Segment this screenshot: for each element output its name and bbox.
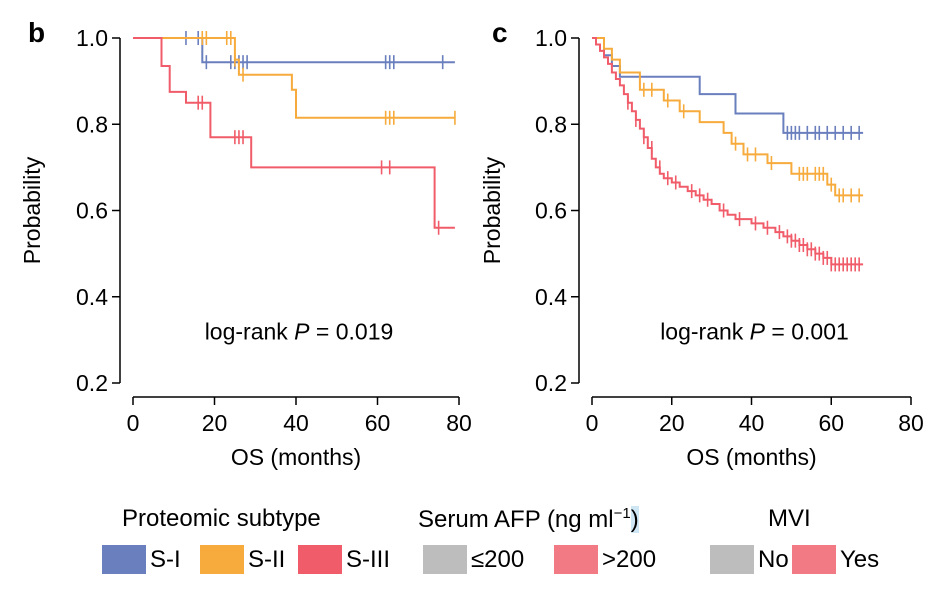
legend-swatch-afp-high [554, 545, 598, 574]
legend-swatch-s3 [298, 545, 342, 574]
y-tick-label-b-3: 0.8 [76, 111, 108, 137]
x-tick-label-b-3: 60 [365, 410, 391, 436]
legend-item-afp-high: >200 [554, 545, 656, 574]
legend-swatch-s1 [102, 545, 146, 574]
logrank-annotation-b: log-rank P = 0.019 [205, 318, 394, 344]
legend-title-afp-text: Serum AFP (ng ml [418, 506, 614, 533]
legend-label-afp-low: ≤200 [471, 545, 525, 573]
y-tick-label-c-1: 0.4 [535, 284, 567, 310]
x-tick-label-c-4: 80 [898, 410, 924, 436]
y-tick-label-b-0: 0.2 [76, 370, 108, 396]
x-tick-label-b-0: 0 [127, 410, 140, 436]
legend-label-mvi-yes: Yes [840, 545, 880, 573]
legend-label-mvi-no: No [758, 545, 789, 573]
legend-swatch-s2 [200, 545, 244, 574]
series-line-c-0 [592, 37, 864, 134]
x-axis-label-c: OS (months) [686, 444, 816, 470]
series-line-b-2 [133, 37, 455, 229]
legend-label-s1: S-I [150, 545, 181, 573]
legend-title-afp-sup: −1 [613, 505, 631, 522]
legend-swatch-afp-low [423, 545, 467, 574]
legend-title-subtype: Proteomic subtype [122, 505, 321, 532]
legend-label-afp-high: >200 [602, 545, 657, 573]
y-tick-label-b-4: 1.0 [76, 25, 108, 51]
x-tick-label-b-4: 80 [446, 410, 472, 436]
y-tick-label-c-3: 0.8 [535, 111, 567, 137]
legend-title-afp: Serum AFP (ng ml−1) [418, 505, 639, 534]
panel-label-c: c [492, 17, 508, 48]
y-tick-label-c-2: 0.6 [535, 198, 567, 224]
panel-b-plot: 0.2 0.4 0.6 0.8 1.0 0 20 40 60 80 OS (months) Proba… [19, 25, 472, 470]
x-tick-label-b-2: 40 [283, 410, 309, 436]
y-tick-label-c-4: 1.0 [535, 25, 567, 51]
legend-item-s1: S-I [102, 545, 181, 574]
panel-label-b: b [28, 17, 45, 48]
legend-label-s2: S-II [248, 545, 286, 573]
series-line-b-0 [133, 37, 455, 64]
legend-item-s2: S-II [200, 545, 285, 574]
legend-swatch-mvi-yes [792, 545, 836, 574]
legend-label-s3: S-III [346, 545, 391, 573]
x-tick-label-c-1: 20 [659, 410, 685, 436]
series-line-c-1 [592, 37, 864, 197]
y-tick-label-b-2: 0.6 [76, 198, 108, 224]
legend-title-afp-paren: ) [630, 506, 639, 533]
km-charts: b c 0.2 0.4 0.6 0.8 1.0 0 20 40 60 80 OS (months) P… [19, 17, 924, 470]
legend-swatch-mvi-no [710, 545, 754, 574]
y-tick-label-b-1: 0.4 [76, 284, 108, 310]
x-axis-label-b: OS (months) [231, 444, 361, 470]
legend-item-afp-low: ≤200 [423, 545, 524, 574]
x-tick-label-c-3: 60 [818, 410, 844, 436]
series-line-b-1 [133, 37, 455, 119]
legend-title-mvi: MVI [768, 505, 811, 532]
x-tick-label-c-0: 0 [586, 410, 599, 436]
y-axis-label-b: Probability [19, 156, 45, 264]
y-tick-label-c-0: 0.2 [535, 370, 567, 396]
x-tick-label-c-2: 40 [739, 410, 765, 436]
logrank-annotation-c: log-rank P = 0.001 [660, 318, 849, 344]
legend-item-mvi-no: No [710, 545, 789, 574]
x-tick-label-b-1: 20 [202, 410, 228, 436]
legend-item-s3: S-III [298, 545, 390, 574]
panel-c-plot: 0.2 0.4 0.6 0.8 1.0 0 20 40 60 80 OS (months) Proba… [479, 25, 924, 470]
y-axis-label-c: Probability [479, 156, 505, 264]
legend-item-mvi-yes: Yes [792, 545, 879, 574]
